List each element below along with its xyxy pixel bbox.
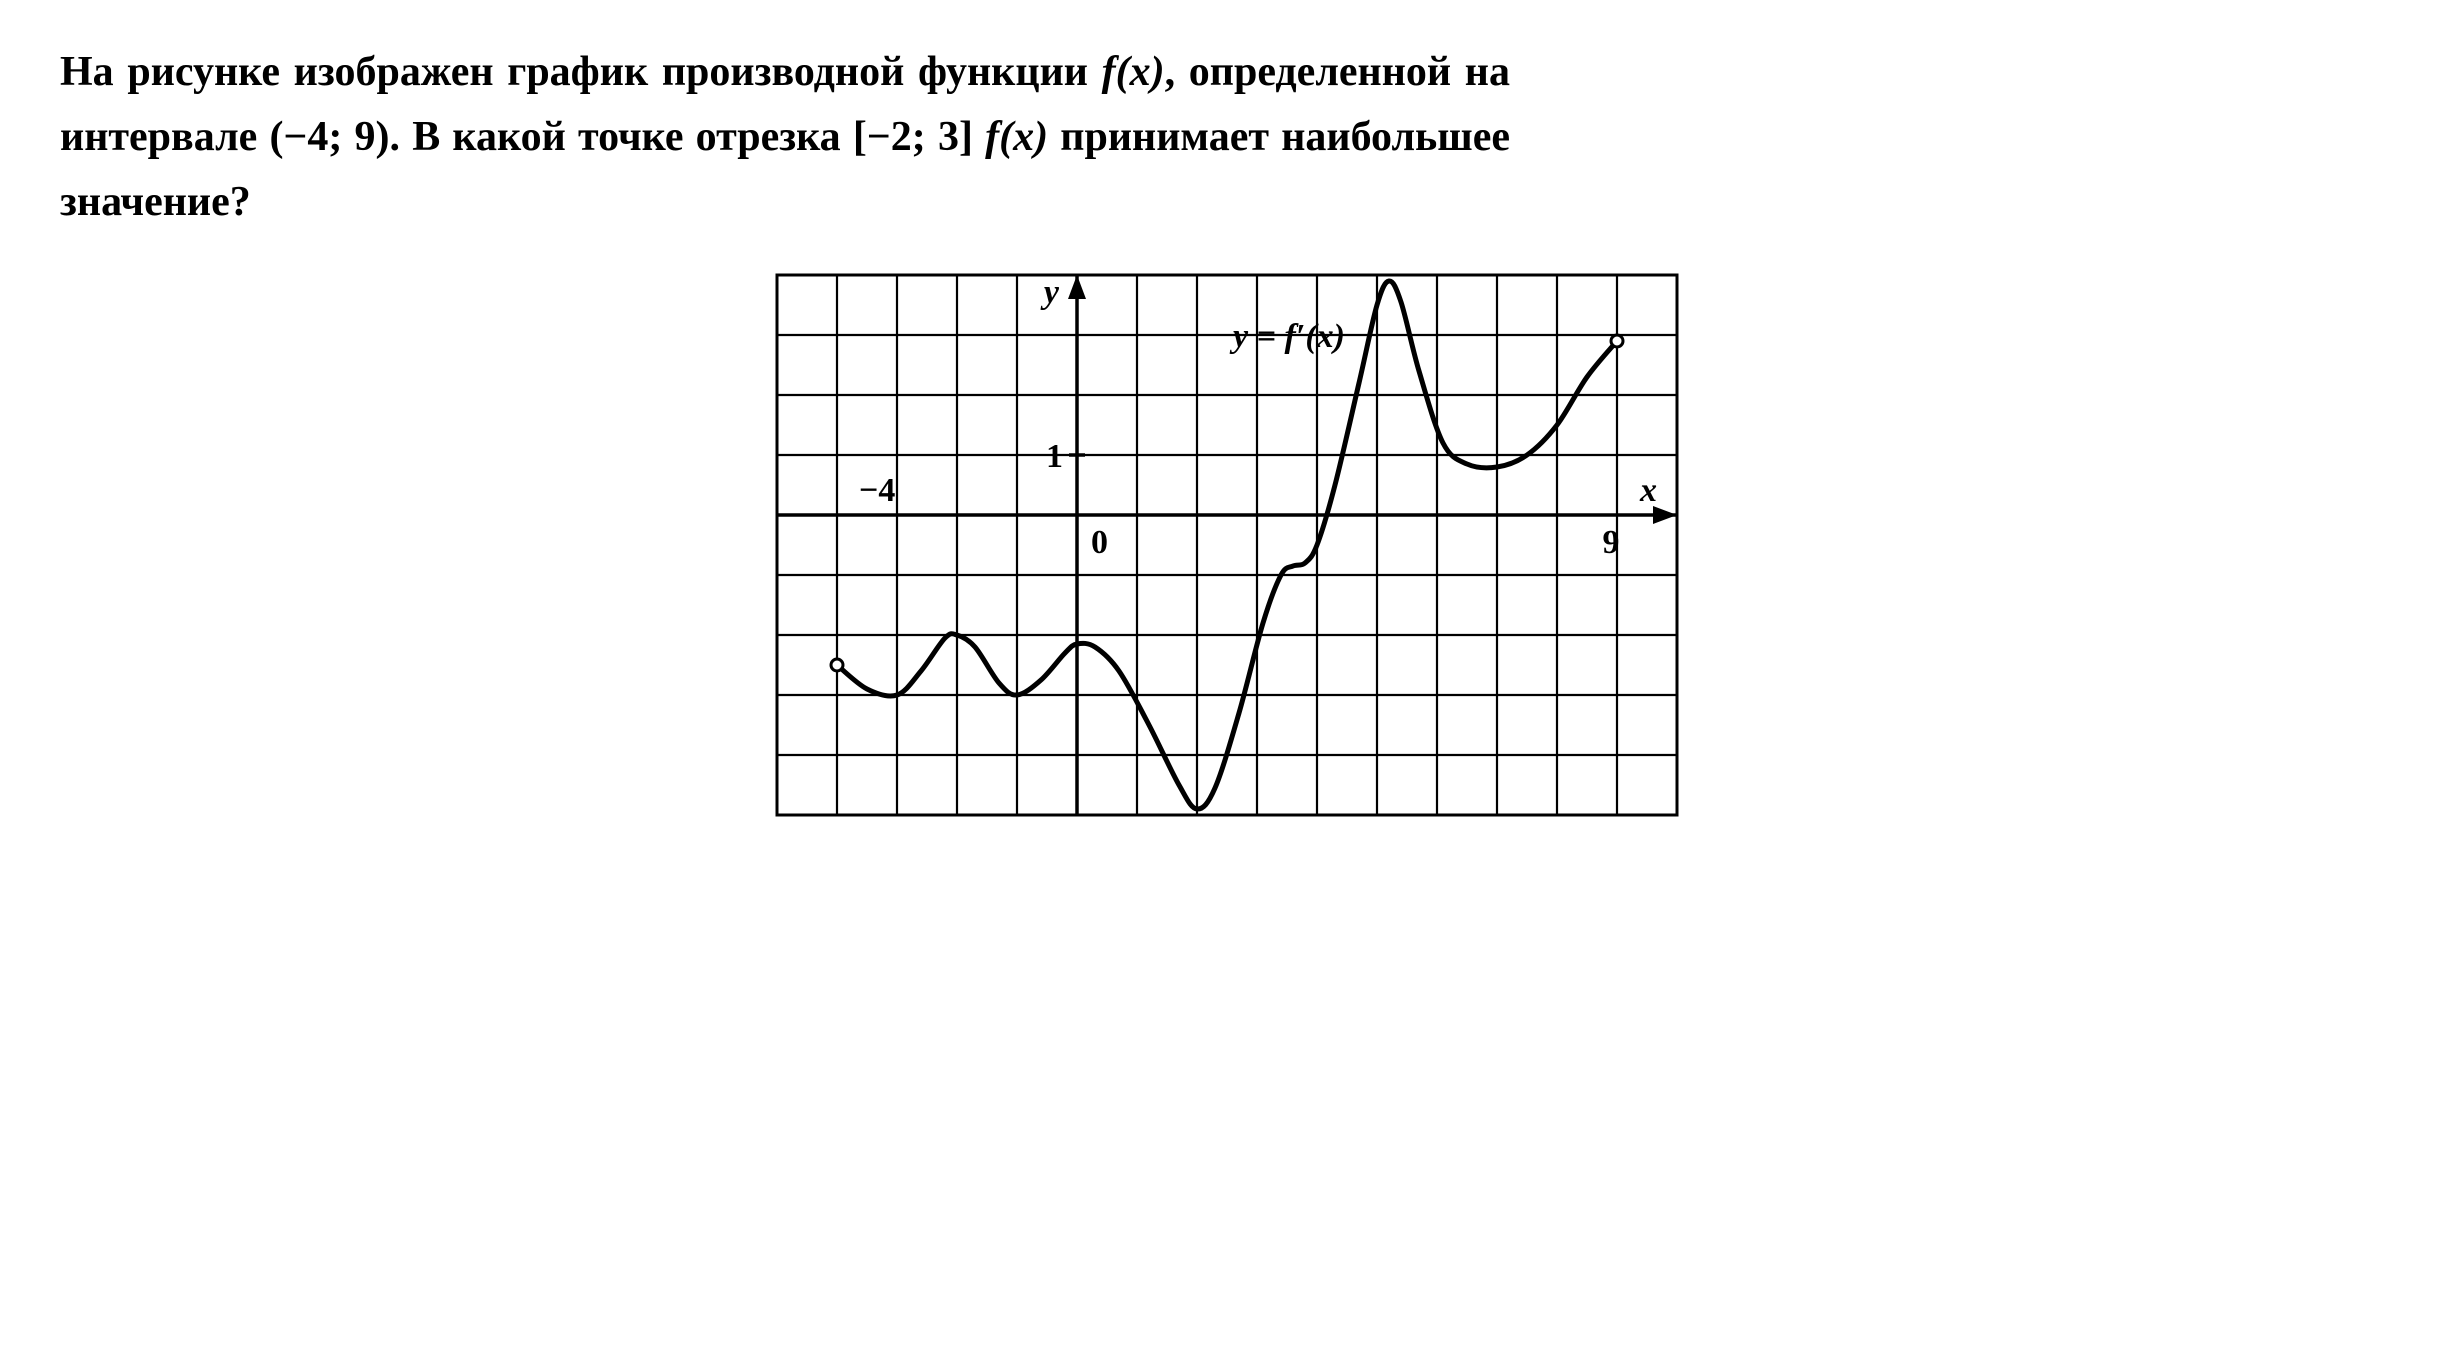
fx-symbol: f(x) [985, 114, 1048, 160]
svg-text:0: 0 [1091, 524, 1108, 561]
text-part: На рисунке изображен график производной … [60, 49, 1102, 95]
svg-text:y = f′(x): y = f′(x) [1229, 318, 1345, 355]
interval-text: (−4; 9) [269, 114, 389, 160]
fx-symbol: f(x) [1102, 49, 1165, 95]
chart-figure: yx01−49y = f′(x) [60, 265, 2394, 825]
derivative-graph: yx01−49y = f′(x) [767, 265, 1687, 825]
svg-text:x: x [1639, 472, 1657, 509]
svg-text:−4: −4 [859, 472, 895, 509]
problem-statement: На рисунке изображен график производной … [60, 40, 1510, 235]
segment-text: [−2; 3] [853, 114, 973, 160]
text-part: . В какой точке отрезка [390, 114, 853, 160]
svg-text:1: 1 [1046, 438, 1063, 475]
svg-text:9: 9 [1603, 524, 1620, 561]
